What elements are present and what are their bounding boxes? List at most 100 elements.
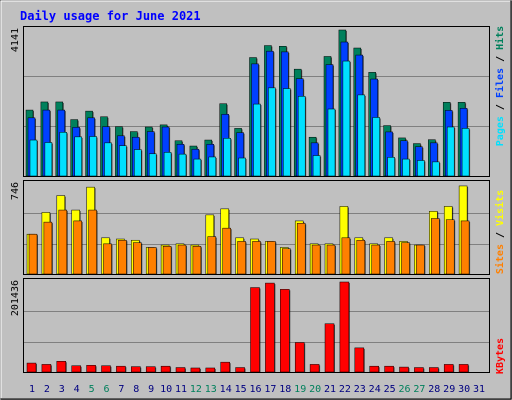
kbytes-bar — [339, 281, 350, 373]
day-label: 28 — [428, 384, 440, 395]
kbytes-bar — [265, 282, 275, 373]
pages-bar — [178, 153, 187, 177]
day-label: 12 — [190, 384, 202, 395]
sites-bar — [222, 227, 231, 275]
kbytes-bar — [101, 365, 111, 373]
day-label: 17 — [264, 384, 276, 395]
pages-bar — [327, 108, 336, 177]
sites-bar — [43, 221, 53, 275]
sites-bar — [147, 247, 157, 275]
pages-bar — [461, 128, 470, 177]
sites-bar — [207, 236, 217, 275]
pages-bar — [29, 139, 38, 177]
day-label: 4 — [74, 384, 80, 395]
kbytes-max-label: 201436 — [10, 280, 21, 316]
legend-kbytes: KBytes — [495, 338, 506, 374]
pages-bar — [312, 155, 321, 177]
kbytes-bar — [399, 366, 409, 373]
day-label: 19 — [294, 384, 306, 395]
chart-title: Daily usage for June 2021 — [20, 9, 201, 23]
pages-bar — [432, 161, 440, 177]
pages-bar — [372, 117, 380, 177]
day-label: 6 — [103, 384, 109, 395]
kbytes-bar — [294, 342, 305, 373]
kbytes-bar — [384, 365, 394, 373]
pages-bar — [208, 156, 217, 177]
kbytes-bar — [443, 364, 454, 373]
kbytes-bar — [160, 365, 171, 373]
legend-pages: Pages — [495, 116, 506, 146]
pages-bar — [357, 94, 366, 177]
kbytes-bar — [250, 287, 260, 373]
day-label: 15 — [235, 384, 247, 395]
kbytes-bar — [235, 367, 245, 373]
kbytes-bar — [354, 347, 365, 373]
day-label: 25 — [384, 384, 396, 395]
day-label: 14 — [220, 384, 232, 395]
kbytes-bar — [458, 364, 469, 373]
day-label: 16 — [249, 384, 261, 395]
pages-bar — [134, 149, 142, 177]
pages-bar — [59, 132, 68, 177]
legend-text: Pages / Files / Hits — [494, 26, 506, 146]
kbytes-bar — [205, 367, 216, 373]
legend-hits: Hits — [494, 26, 506, 50]
legend-kbytes: KBytes — [495, 338, 506, 374]
sites-bar — [133, 242, 142, 275]
kbytes-bar — [116, 365, 126, 373]
pages-bar — [223, 138, 231, 177]
sites-bar — [118, 239, 127, 275]
sites-bar — [341, 237, 351, 275]
day-label: 26 — [398, 384, 410, 395]
kbytes-bar — [414, 367, 424, 373]
day-label: 27 — [413, 384, 425, 395]
sites-bar — [237, 241, 246, 275]
day-label: 24 — [369, 384, 381, 395]
day-label: 29 — [443, 384, 455, 395]
sites-bar — [431, 218, 440, 275]
sites-bar — [162, 246, 172, 275]
sites-bar — [28, 233, 38, 275]
sites-bar — [445, 219, 455, 275]
day-label: 3 — [59, 384, 65, 395]
pages-bar — [446, 126, 455, 177]
sites-bar — [401, 242, 410, 275]
day-label: 21 — [324, 384, 336, 395]
kbytes-bar — [71, 365, 81, 373]
sites-bar — [252, 241, 261, 275]
visits-max-label: 746 — [10, 182, 21, 200]
legend-files: Files — [494, 68, 506, 98]
kbytes-bar — [131, 366, 141, 373]
kbytes-bar — [175, 367, 186, 373]
legend-separator: / — [495, 50, 506, 68]
day-label: 8 — [133, 384, 139, 395]
sites-bar — [177, 244, 187, 275]
sites-bar — [386, 241, 395, 275]
pages-bar — [119, 145, 127, 177]
sites-bar — [267, 241, 276, 275]
sites-bar — [460, 220, 470, 275]
sites-bar — [58, 209, 68, 275]
pages-bar — [297, 96, 306, 177]
kbytes-bar — [220, 361, 230, 373]
day-label: 31 — [473, 384, 485, 395]
hits-max-label: 4141 — [10, 28, 21, 52]
pages-bar — [104, 142, 112, 177]
kbytes-bar — [280, 289, 290, 373]
day-label: 23 — [354, 384, 366, 395]
sites-bar — [371, 244, 380, 275]
day-label: 18 — [279, 384, 291, 395]
kbytes-bar — [145, 366, 156, 373]
pages-bar — [417, 160, 425, 177]
day-label: 20 — [309, 384, 321, 395]
legend-visits-sites: Sites / Visits — [494, 190, 506, 274]
day-label: 5 — [89, 384, 95, 395]
pages-bar — [44, 142, 53, 177]
sites-bar — [326, 244, 336, 275]
day-label: 30 — [458, 384, 470, 395]
pages-bar — [193, 158, 202, 177]
kbytes-bar — [309, 364, 320, 373]
sites-bar — [296, 223, 306, 275]
sites-bar — [88, 209, 97, 275]
pages-bar — [74, 136, 82, 177]
